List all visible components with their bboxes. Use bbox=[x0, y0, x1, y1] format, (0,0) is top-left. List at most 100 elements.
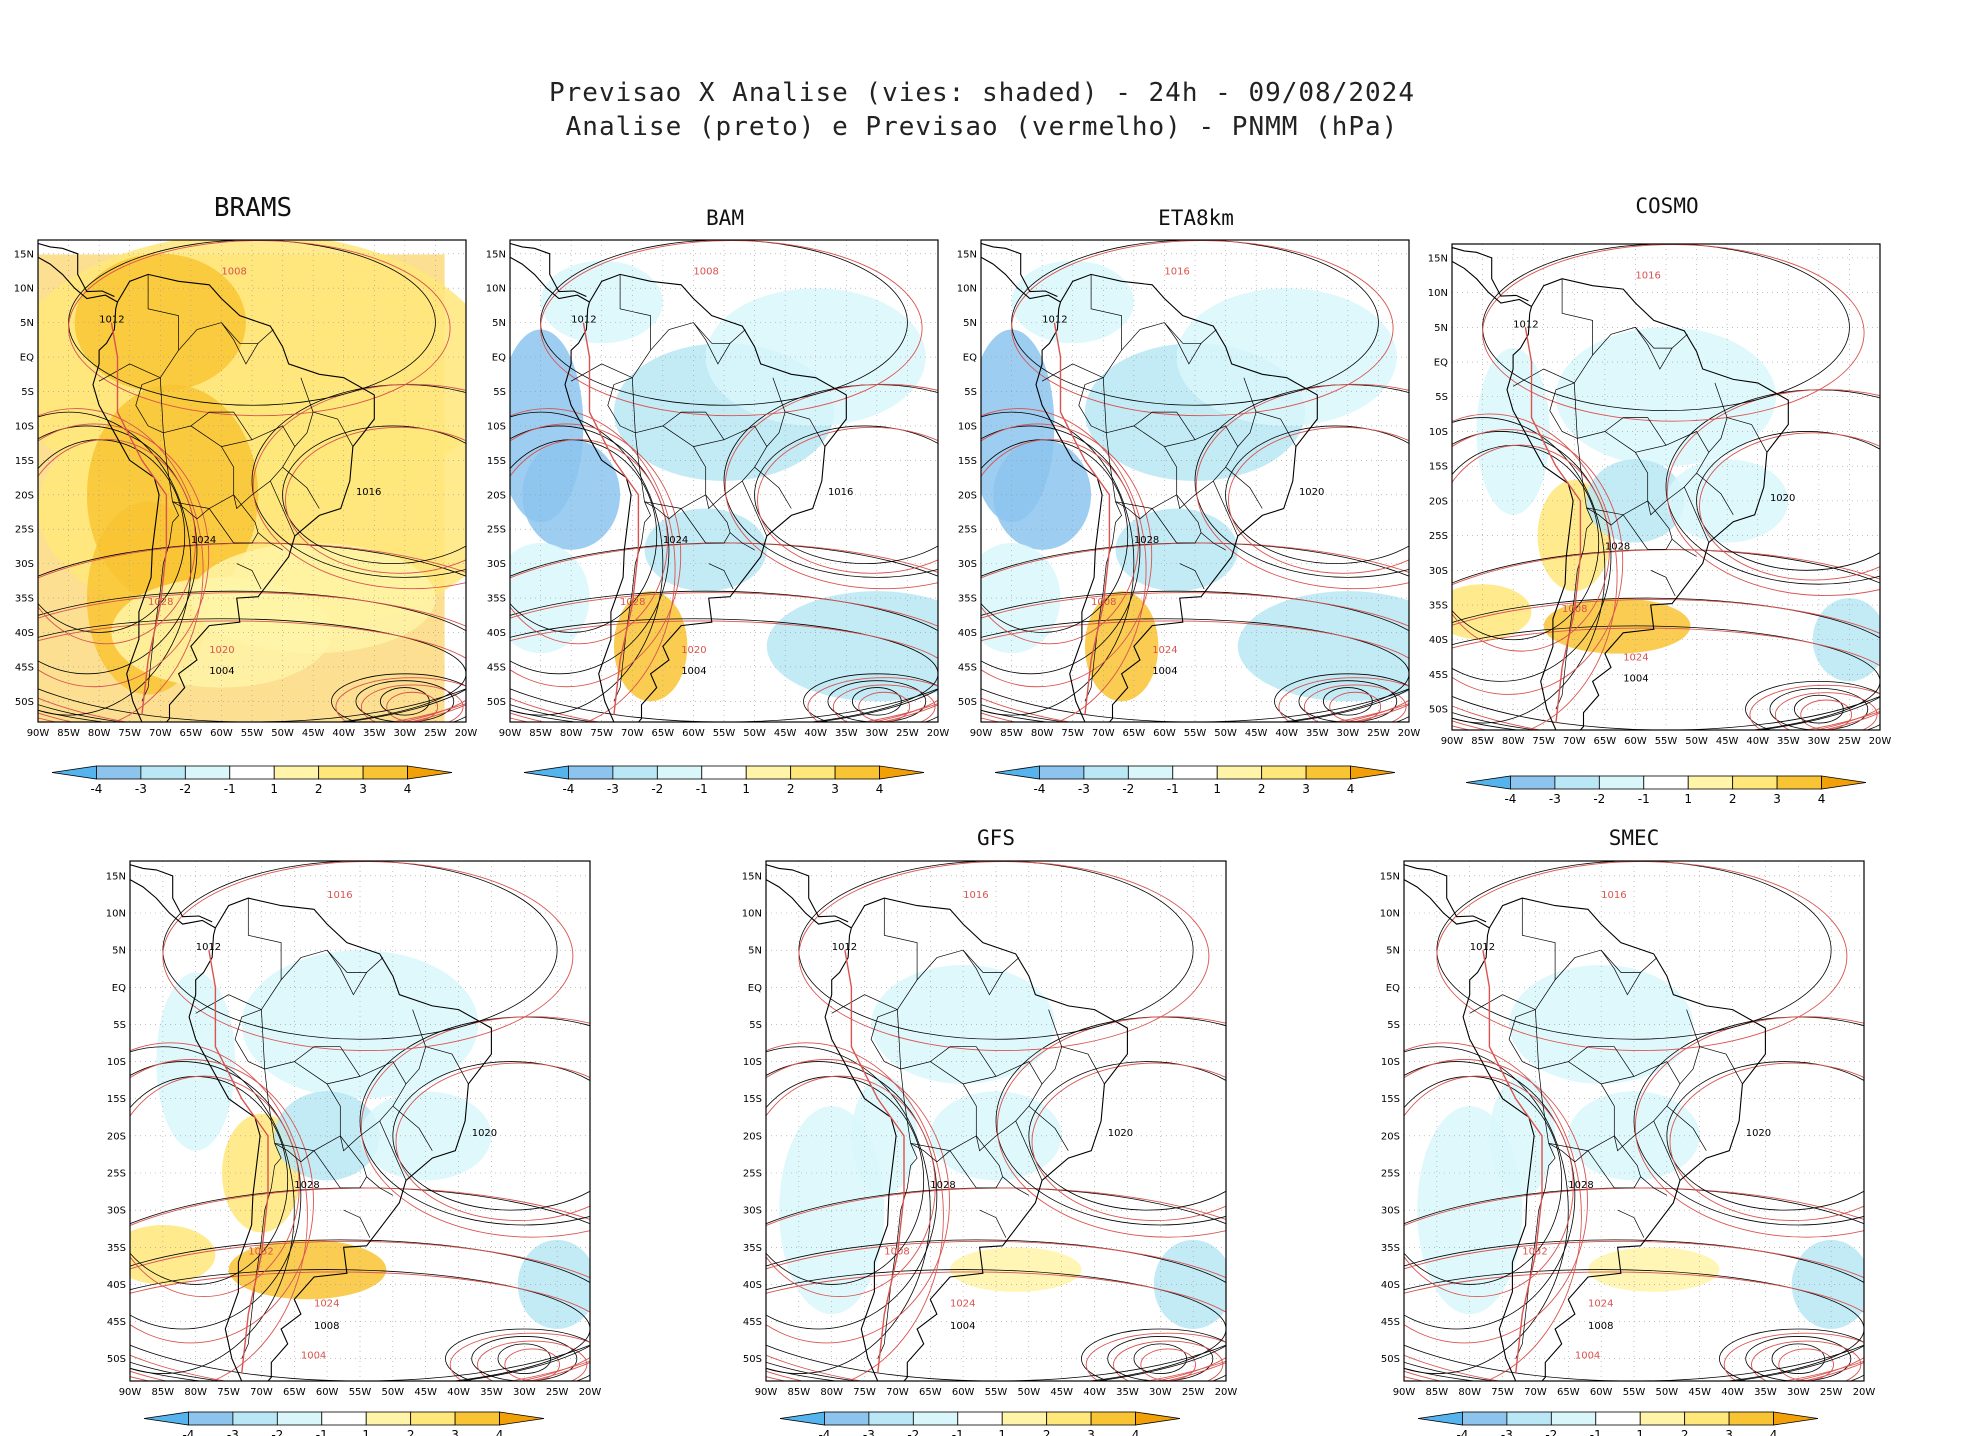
lon-tick-label: 70W bbox=[149, 728, 172, 739]
lon-tick-label: 45W bbox=[1245, 728, 1268, 739]
lon-tick-label: 45W bbox=[1050, 1387, 1073, 1398]
lat-tick-label: EQ bbox=[492, 353, 506, 364]
lon-tick-label: 60W bbox=[1153, 728, 1176, 739]
colorbar: -4 -3 -2 -1 1 2 3 4 bbox=[1417, 1411, 1819, 1436]
colorbar-arrow-right bbox=[407, 765, 453, 780]
lon-tick-label: 85W bbox=[788, 1387, 811, 1398]
lat-tick-label: 20S bbox=[743, 1131, 762, 1142]
country-border bbox=[883, 898, 918, 980]
analysis-isobar bbox=[1771, 1343, 1825, 1374]
colorbar-tick-label: -2 bbox=[271, 1428, 283, 1436]
country-border bbox=[1699, 1046, 1743, 1085]
lon-tick-label: 40W bbox=[1083, 1387, 1106, 1398]
forecast-isobar bbox=[1666, 389, 1880, 597]
country-border bbox=[379, 1120, 407, 1181]
lat-tick-label: 30S bbox=[107, 1206, 126, 1217]
bias-blob bbox=[274, 1091, 380, 1181]
lon-tick-label: 75W bbox=[1061, 728, 1084, 739]
lat-tick-label: EQ bbox=[112, 983, 126, 994]
colorbar-segment bbox=[1776, 775, 1822, 790]
lon-tick-label: 85W bbox=[152, 1387, 175, 1398]
colorbar-tick-label: -4 bbox=[562, 782, 574, 796]
coastline-south-america bbox=[1035, 273, 1318, 722]
lat-tick-label: 10N bbox=[742, 909, 762, 920]
forecast-isobar bbox=[1452, 627, 1880, 730]
forecast-isobar bbox=[1452, 429, 1624, 695]
country-border bbox=[1640, 1176, 1668, 1196]
analysis-isobar bbox=[981, 618, 1409, 722]
colorbar-tick-label: -4 bbox=[1033, 782, 1045, 796]
forecast-isobar bbox=[130, 1042, 308, 1381]
bias-blob bbox=[871, 965, 1056, 1084]
lon-tick-label: 30W bbox=[866, 728, 889, 739]
country-border bbox=[1164, 425, 1239, 447]
isobar-label: 1008 bbox=[314, 1321, 339, 1332]
lon-tick-label: 50W bbox=[743, 728, 766, 739]
lon-tick-label: 35W bbox=[1116, 1387, 1139, 1398]
isobar-label: 1024 bbox=[191, 535, 216, 546]
lon-tick-label: 60W bbox=[1590, 1387, 1613, 1398]
country-border bbox=[313, 1135, 367, 1189]
lat-tick-label: 35S bbox=[1381, 1243, 1400, 1254]
colorbar-segment bbox=[410, 1411, 456, 1426]
colorbar-tick-label: -1 bbox=[224, 782, 236, 796]
isobar-label: 1008 bbox=[1091, 597, 1116, 608]
bias-blob bbox=[130, 1225, 216, 1285]
lat-tick-label: 10S bbox=[743, 1057, 762, 1068]
forecast-isobar bbox=[285, 426, 466, 574]
lat-tick-label: 40S bbox=[487, 628, 506, 639]
lat-tick-label: 50S bbox=[958, 697, 977, 708]
bias-blob bbox=[766, 591, 938, 702]
analysis-isobar bbox=[331, 673, 466, 722]
country-border bbox=[241, 1143, 282, 1359]
lat-tick-label: 5S bbox=[1387, 1020, 1400, 1031]
colorbar-segment bbox=[140, 765, 186, 780]
lon-tick-label: 60W bbox=[1624, 736, 1647, 747]
country-border bbox=[425, 1046, 469, 1085]
country-border bbox=[1256, 411, 1297, 447]
isobar-label: 1016 bbox=[1635, 271, 1660, 282]
analysis-isobar bbox=[38, 425, 198, 675]
isobar-label: 1016 bbox=[1601, 890, 1626, 901]
lon-tick-label: 20W bbox=[1398, 728, 1421, 739]
country-border bbox=[1683, 486, 1710, 543]
lat-tick-label: 35S bbox=[1429, 601, 1448, 612]
lon-tick-label: 40W bbox=[804, 728, 827, 739]
lat-tick-label: 45S bbox=[107, 1317, 126, 1328]
lon-tick-label: 40W bbox=[1746, 736, 1769, 747]
lon-tick-label: 55W bbox=[1623, 1387, 1646, 1398]
isobar-label: 1028 bbox=[294, 1180, 319, 1191]
lat-tick-label: 45S bbox=[15, 662, 34, 673]
forecast-isobar bbox=[1404, 1075, 1574, 1298]
forecast-isobar bbox=[1669, 1062, 1864, 1221]
lat-tick-label: 10S bbox=[1381, 1057, 1400, 1068]
lat-tick-label: 45S bbox=[487, 662, 506, 673]
forecast-isobar bbox=[38, 542, 466, 722]
isobar-label: 1004 bbox=[1623, 673, 1648, 684]
analysis-isobar bbox=[1452, 597, 1880, 730]
map-frame bbox=[765, 860, 1227, 1382]
forecast-isobar bbox=[766, 1075, 936, 1298]
map-area: 1012 1016 1020 1024 1028 1032 1008 1004 bbox=[1404, 861, 1864, 1381]
colorbar-segment bbox=[1684, 1411, 1730, 1426]
colorbar-tick-label: -2 bbox=[907, 1428, 919, 1436]
map-frame bbox=[509, 239, 939, 723]
lat-tick-label: 5N bbox=[963, 318, 977, 329]
isobar-label: 1012 bbox=[196, 942, 221, 953]
lat-tick-label: 25S bbox=[958, 525, 977, 536]
country-border bbox=[754, 466, 792, 509]
colorbar-segment bbox=[1595, 1411, 1641, 1426]
colorbar-tick-label: -2 bbox=[1545, 1428, 1557, 1436]
analysis-isobar bbox=[1404, 1061, 1576, 1330]
lat-tick-label: 40S bbox=[1429, 635, 1448, 646]
country-border bbox=[326, 949, 367, 996]
lon-tick-label: 60W bbox=[952, 1387, 975, 1398]
colorbar-tick-label: 2 bbox=[787, 782, 795, 796]
lat-tick-label: 15S bbox=[743, 1094, 762, 1105]
analysis-isobar bbox=[1081, 1328, 1226, 1381]
colorbar-tick-label: -3 bbox=[863, 1428, 875, 1436]
lat-tick-label: 45S bbox=[1429, 670, 1448, 681]
colorbar-arrow-right bbox=[1821, 775, 1867, 790]
country-border bbox=[644, 501, 682, 520]
lat-tick-label: EQ bbox=[963, 353, 977, 364]
